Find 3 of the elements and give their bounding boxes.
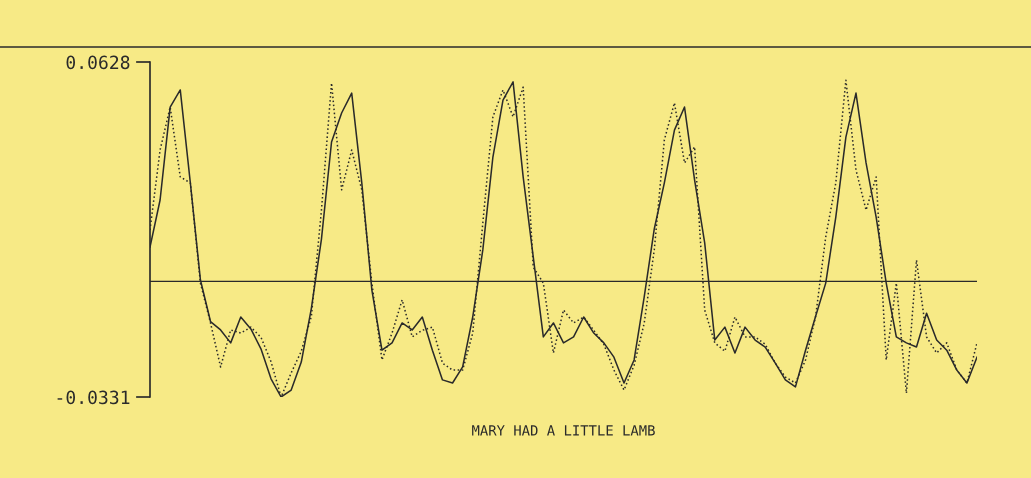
y-tick-label: -0.0331 bbox=[57, 390, 130, 405]
y-tick-label: 0.0628 bbox=[66, 55, 130, 70]
x-axis-title: MARY HAD A LITTLE LAMB bbox=[472, 425, 655, 436]
